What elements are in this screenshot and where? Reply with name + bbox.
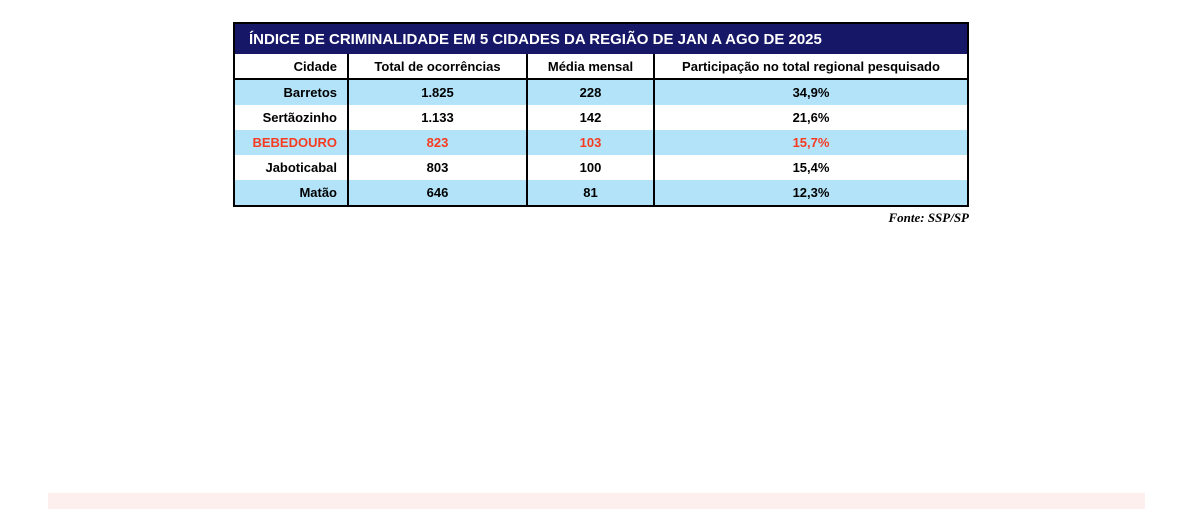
table-header-row: Cidade Total de ocorrências Média mensal… bbox=[235, 54, 967, 80]
cell-total: 823 bbox=[349, 130, 528, 155]
column-header-cidade: Cidade bbox=[235, 54, 349, 78]
column-header-participacao: Participação no total regional pesquisad… bbox=[682, 58, 940, 74]
cell-total: 1.133 bbox=[349, 105, 528, 130]
cell-participacao: 12,3% bbox=[792, 185, 830, 200]
column-header-total: Total de ocorrências bbox=[349, 54, 528, 78]
cell-cidade: Matão bbox=[235, 180, 349, 205]
cell-cidade: Jaboticabal bbox=[235, 155, 349, 180]
table-row-matao: Matão 646 81 12,3% bbox=[235, 180, 967, 205]
cell-cidade: Barretos bbox=[235, 80, 349, 105]
table-row-jaboticabal: Jaboticabal 803 100 15,4% bbox=[235, 155, 967, 180]
cell-participacao: 15,7% bbox=[792, 135, 830, 150]
table-row-bebedouro-highlighted: BEBEDOURO 823 103 15,7% bbox=[235, 130, 967, 155]
crime-index-table: ÍNDICE DE CRIMINALIDADE EM 5 CIDADES DA … bbox=[233, 22, 969, 207]
table-row-sertaozinho: Sertãozinho 1.133 142 21,6% bbox=[235, 105, 967, 130]
table-row-barretos: Barretos 1.825 228 34,9% bbox=[235, 80, 967, 105]
cell-total: 646 bbox=[349, 180, 528, 205]
cell-participacao: 34,9% bbox=[792, 85, 830, 100]
cell-media: 81 bbox=[528, 180, 655, 205]
cell-media: 142 bbox=[528, 105, 655, 130]
cell-cidade: BEBEDOURO bbox=[235, 130, 349, 155]
cell-media: 103 bbox=[528, 130, 655, 155]
cell-participacao: 15,4% bbox=[792, 160, 830, 175]
table-title: ÍNDICE DE CRIMINALIDADE EM 5 CIDADES DA … bbox=[235, 24, 967, 54]
cell-cidade: Sertãozinho bbox=[235, 105, 349, 130]
bottom-strip bbox=[48, 493, 1145, 509]
column-header-media: Média mensal bbox=[528, 54, 655, 78]
cell-media: 100 bbox=[528, 155, 655, 180]
source-credit: Fonte: SSP/SP bbox=[888, 210, 969, 225]
cell-total: 1.825 bbox=[349, 80, 528, 105]
cell-participacao: 21,6% bbox=[792, 110, 830, 125]
cell-media: 228 bbox=[528, 80, 655, 105]
cell-total: 803 bbox=[349, 155, 528, 180]
